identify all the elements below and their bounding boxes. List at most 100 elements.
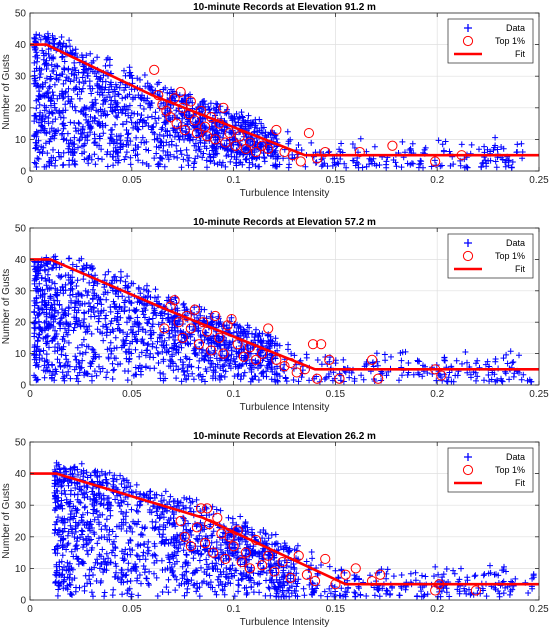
- data-point: [255, 377, 262, 383]
- axes-box: [29, 12, 540, 172]
- y-tick-label: 20: [15, 103, 27, 114]
- data-point: [160, 86, 167, 93]
- data-point: [492, 158, 499, 165]
- data-point: [38, 143, 45, 150]
- data-point: [196, 146, 203, 153]
- data-point: [100, 130, 107, 137]
- data-point: [180, 300, 187, 307]
- data-point: [85, 308, 92, 315]
- data-point: [91, 114, 98, 121]
- data-point: [200, 150, 207, 157]
- data-point: [98, 112, 105, 119]
- data-point: [492, 134, 499, 141]
- data-point: [107, 134, 114, 141]
- data-point: [137, 94, 144, 101]
- data-point: [62, 88, 69, 95]
- data-point: [174, 154, 181, 161]
- data-point: [180, 156, 187, 163]
- data-point: [355, 164, 362, 171]
- y-axis-label: Number of Gusts: [1, 269, 12, 345]
- data-point: [442, 138, 449, 145]
- data-point: [39, 112, 46, 119]
- data-point: [120, 121, 126, 128]
- data-point: [353, 159, 360, 166]
- data-point: [58, 90, 65, 97]
- data-point: [76, 120, 83, 127]
- data-point: [91, 279, 98, 286]
- data-point: [151, 155, 158, 162]
- data-point: [194, 153, 201, 160]
- top1-point: [244, 137, 255, 148]
- data-point: [46, 129, 53, 135]
- data-point: [396, 377, 402, 384]
- data-point: [42, 140, 49, 147]
- data-point: [67, 149, 74, 156]
- data-point: [31, 34, 38, 41]
- data-point: [65, 75, 72, 82]
- fit-line: [30, 43, 539, 157]
- x-tick-label: 0: [27, 389, 33, 400]
- data-point: [79, 74, 86, 81]
- data-point: [93, 372, 100, 379]
- data-point: [201, 98, 208, 104]
- top1-point: [250, 146, 262, 158]
- data-point: [239, 114, 246, 121]
- data-point: [69, 139, 75, 146]
- data-point: [122, 94, 129, 101]
- data-point: [43, 66, 50, 72]
- data-point: [155, 160, 162, 167]
- data-point: [132, 123, 139, 130]
- data-point: [509, 159, 516, 165]
- data-point: [117, 146, 124, 153]
- data-point: [50, 146, 56, 153]
- data-point: [71, 134, 78, 141]
- data-point: [245, 125, 252, 132]
- data-point: [94, 82, 101, 89]
- data-point: [410, 160, 417, 167]
- data-point: [54, 347, 61, 354]
- data-point: [237, 159, 244, 166]
- data-point: [59, 130, 66, 137]
- data-point: [145, 100, 152, 107]
- legend-top1-icon: [462, 35, 474, 47]
- top1-point: [218, 102, 229, 113]
- data-point: [256, 116, 263, 123]
- data-point: [371, 143, 378, 150]
- data-point: [181, 136, 187, 143]
- data-point: [213, 100, 220, 107]
- data-point: [321, 160, 328, 167]
- data-point: [109, 153, 116, 160]
- data-point: [383, 164, 390, 171]
- data-point: [153, 143, 160, 150]
- data-point: [134, 126, 141, 133]
- top1-point: [271, 124, 282, 136]
- data-point: [124, 134, 131, 141]
- data-point: [113, 103, 120, 110]
- data-point: [41, 33, 48, 40]
- data-point: [75, 119, 82, 126]
- data-point: [490, 147, 497, 153]
- data-point: [510, 359, 517, 365]
- top1-point: [224, 127, 235, 139]
- data-point: [46, 85, 52, 92]
- data-point: [226, 129, 233, 136]
- data-point: [191, 142, 198, 149]
- data-point: [285, 138, 292, 145]
- data-point: [48, 55, 55, 61]
- data-point: [221, 109, 228, 116]
- x-tick-label: 0: [27, 604, 33, 615]
- data-point: [112, 157, 119, 164]
- data-point: [32, 145, 39, 152]
- top1-point: [149, 64, 160, 75]
- top1-point: [179, 124, 190, 136]
- data-point: [33, 112, 39, 119]
- data-point: [237, 122, 244, 129]
- data-point: [53, 62, 60, 69]
- top1-point: [387, 140, 398, 151]
- data-point: [481, 143, 488, 150]
- data-point: [35, 156, 42, 162]
- x-tick-label: 0.2: [430, 389, 444, 400]
- data-point: [94, 142, 100, 149]
- data-point: [179, 99, 185, 105]
